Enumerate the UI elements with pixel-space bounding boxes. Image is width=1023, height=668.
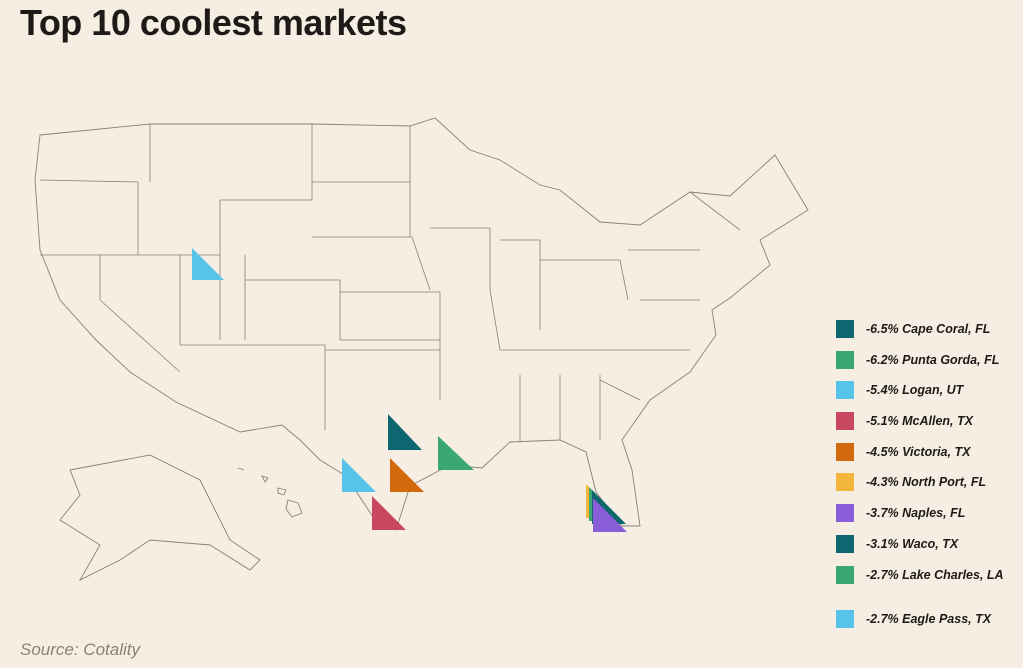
market-marker xyxy=(342,458,376,492)
legend-item: -2.7% Lake Charles, LA xyxy=(836,566,1016,584)
legend-swatch xyxy=(836,610,854,628)
legend-item: -5.4% Logan, UT xyxy=(836,381,1016,399)
legend-item: -6.2% Punta Gorda, FL xyxy=(836,351,1016,369)
legend-label: -4.3% North Port, FL xyxy=(866,475,987,489)
legend-label: -2.7% Eagle Pass, TX xyxy=(866,612,992,626)
legend-label: -2.7% Lake Charles, LA xyxy=(866,568,1004,582)
market-marker xyxy=(390,458,424,492)
legend-swatch xyxy=(836,535,854,553)
legend-label: -5.1% McAllen, TX xyxy=(866,414,973,428)
market-marker xyxy=(372,496,406,530)
legend-swatch xyxy=(836,504,854,522)
legend-label: -3.1% Waco, TX xyxy=(866,537,959,551)
legend-item: -6.5% Cape Coral, FL xyxy=(836,320,1016,338)
legend-label: -6.2% Punta Gorda, FL xyxy=(866,353,1000,367)
legend-item: -3.7% Naples, FL xyxy=(836,504,1016,522)
legend-label: -5.4% Logan, UT xyxy=(866,383,964,397)
market-marker xyxy=(593,498,627,532)
legend-swatch xyxy=(836,351,854,369)
legend-swatch xyxy=(836,412,854,430)
legend-label: -3.7% Naples, FL xyxy=(866,506,966,520)
legend-swatch xyxy=(836,381,854,399)
market-marker xyxy=(438,436,474,470)
legend-item: -2.7% Eagle Pass, TX xyxy=(836,610,1016,628)
market-marker xyxy=(388,414,422,450)
legend-label: -6.5% Cape Coral, FL xyxy=(866,322,991,336)
state-borders xyxy=(39,124,741,442)
legend-swatch xyxy=(836,473,854,491)
legend-swatch xyxy=(836,566,854,584)
market-marker xyxy=(192,248,224,280)
hawaii xyxy=(237,467,303,518)
legend-item: -4.3% North Port, FL xyxy=(836,473,1016,491)
legend-item: -3.1% Waco, TX xyxy=(836,535,1016,553)
legend-swatch xyxy=(836,320,854,338)
legend-swatch xyxy=(836,443,854,461)
title: Top 10 coolest markets xyxy=(20,2,407,43)
us-outline xyxy=(34,117,809,531)
legend-item: -5.1% McAllen, TX xyxy=(836,412,1016,430)
alaska xyxy=(59,454,261,582)
source: Source: Cotality xyxy=(20,640,140,659)
legend-item: -4.5% Victoria, TX xyxy=(836,443,1016,461)
legend-label: -4.5% Victoria, TX xyxy=(866,445,971,459)
